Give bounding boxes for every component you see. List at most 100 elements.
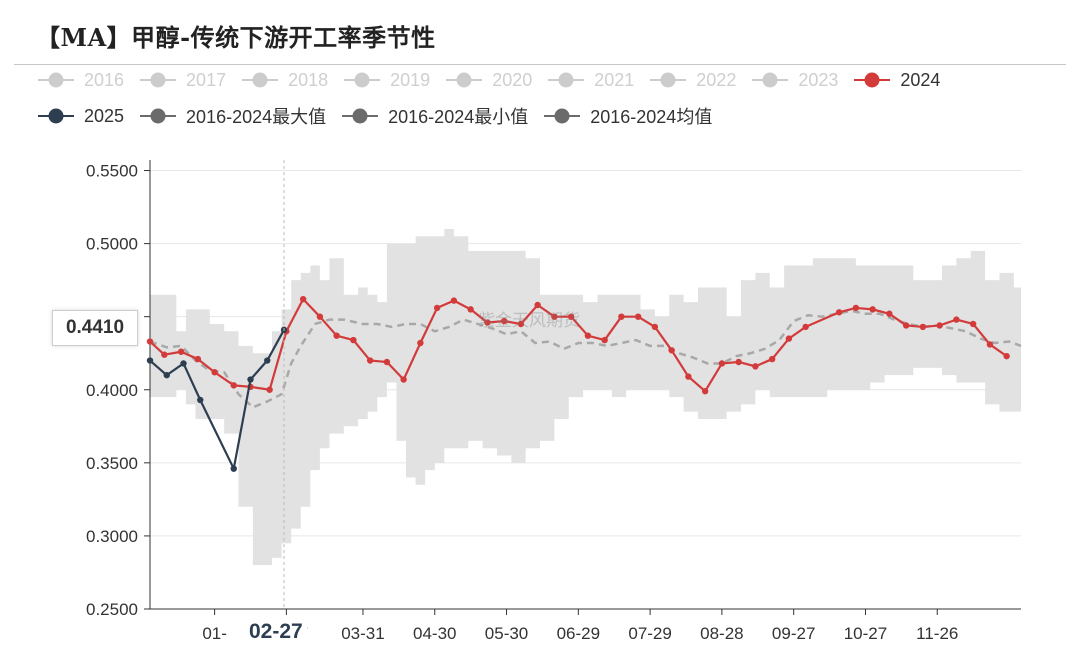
legend-label: 2016 bbox=[84, 69, 125, 90]
data-point-2025 bbox=[247, 376, 254, 383]
data-point-2024 bbox=[902, 322, 910, 329]
data-point-2024 bbox=[601, 336, 608, 344]
x-tick-label: 04-30 bbox=[413, 624, 456, 643]
legend-label: 2022 bbox=[696, 69, 737, 90]
data-point-2024 bbox=[969, 320, 977, 328]
legend-item-2023[interactable]: 2023 bbox=[750, 70, 838, 91]
legend-marker-icon bbox=[854, 72, 891, 88]
x-tick-label: 08-28 bbox=[700, 624, 743, 643]
data-point-2024 bbox=[177, 348, 185, 355]
legend: 2016 2017 2018 2019 2020 2021 2022 2023 2024 202… bbox=[36, 62, 1066, 134]
data-point-2024 bbox=[517, 320, 525, 328]
data-point-2024 bbox=[936, 322, 943, 329]
series-line-2025 bbox=[149, 329, 285, 470]
legend-label: 2018 bbox=[288, 69, 329, 90]
legend-marker-icon bbox=[544, 108, 581, 124]
data-point-2024 bbox=[299, 295, 307, 303]
data-point-2024 bbox=[668, 347, 675, 354]
legend-item-2022[interactable]: 2022 bbox=[648, 70, 736, 91]
y-tick-label: 0.4000 bbox=[86, 381, 138, 400]
y-tick-label: 0.5500 bbox=[86, 162, 138, 181]
legend-marker-icon bbox=[140, 72, 177, 88]
data-point-2024 bbox=[211, 369, 218, 376]
legend-marker-icon bbox=[140, 108, 177, 124]
legend-item-2016-2024均值[interactable]: 2016-2024均值 bbox=[542, 103, 712, 129]
data-point-2024 bbox=[534, 301, 541, 309]
x-tick-label: 03-31 bbox=[341, 624, 384, 643]
series-line-2016-2024均值 bbox=[149, 309, 1022, 409]
legend-item-2018[interactable]: 2018 bbox=[240, 70, 328, 91]
legend-item-2025[interactable]: 2025 bbox=[36, 106, 124, 127]
x-tick-label: 06-29 bbox=[557, 624, 600, 643]
data-point-2024 bbox=[551, 313, 558, 320]
x-tick-label: 09-27 bbox=[772, 624, 815, 643]
data-point-2025 bbox=[230, 465, 237, 472]
legend-label: 2019 bbox=[390, 69, 431, 90]
legend-marker-icon bbox=[650, 72, 687, 88]
data-point-2024 bbox=[651, 323, 659, 331]
legend-item-2024[interactable]: 2024 bbox=[852, 70, 940, 91]
data-point-2024 bbox=[350, 336, 357, 344]
legend-item-2016-2024最小值[interactable]: 2016-2024最小值 bbox=[340, 103, 528, 129]
legend-item-2021[interactable]: 2021 bbox=[546, 70, 634, 91]
legend-label: 2020 bbox=[492, 69, 533, 90]
data-point-2025 bbox=[163, 371, 170, 379]
data-point-2024 bbox=[146, 338, 154, 345]
data-point-2024 bbox=[852, 304, 860, 312]
data-point-2024 bbox=[768, 355, 776, 363]
data-point-2024 bbox=[161, 351, 168, 358]
data-point-2024 bbox=[802, 323, 809, 331]
tooltip-y-value: 0.4410 bbox=[52, 310, 138, 346]
data-point-2024 bbox=[433, 304, 441, 312]
y-tick-label: 0.3000 bbox=[86, 527, 138, 546]
data-point-2024 bbox=[584, 332, 592, 339]
data-point-2024 bbox=[835, 309, 843, 316]
y-tick-label: 0.2500 bbox=[86, 600, 138, 619]
data-point-2025 bbox=[264, 357, 271, 364]
data-point-2024 bbox=[752, 363, 759, 370]
legend-item-2016[interactable]: 2016 bbox=[36, 70, 124, 91]
x-tick-label: 07-29 bbox=[628, 624, 671, 643]
legend-item-2020[interactable]: 2020 bbox=[444, 70, 532, 91]
data-point-2024 bbox=[785, 335, 793, 342]
data-point-2024 bbox=[685, 373, 692, 380]
y-tick-label: 0.3500 bbox=[86, 454, 138, 473]
legend-label: 2017 bbox=[186, 69, 227, 90]
data-point-2024 bbox=[618, 313, 625, 320]
legend-label: 2023 bbox=[798, 69, 839, 90]
legend-item-2019[interactable]: 2019 bbox=[342, 70, 430, 91]
y-tick-label: 0.5000 bbox=[86, 235, 138, 254]
legend-item-2016-2024最大值[interactable]: 2016-2024最大值 bbox=[138, 103, 326, 129]
legend-row-1: 2016 2017 2018 2019 2020 2021 2022 2023 2024 bbox=[36, 62, 1066, 98]
data-point-2025 bbox=[146, 357, 154, 364]
legend-label: 2025 bbox=[84, 105, 125, 126]
chart-title: 【MA】甲醇-传统下游开工率季节性 bbox=[36, 23, 436, 52]
data-point-2024 bbox=[953, 316, 960, 323]
data-point-2024 bbox=[230, 382, 237, 389]
legend-marker-icon bbox=[342, 108, 379, 124]
legend-item-2017[interactable]: 2017 bbox=[138, 70, 226, 91]
legend-label: 2016-2024最大值 bbox=[186, 107, 327, 127]
legend-label: 2016-2024均值 bbox=[590, 107, 713, 127]
legend-marker-icon bbox=[548, 72, 585, 88]
legend-marker-icon bbox=[446, 72, 483, 88]
legend-label: 2016-2024最小值 bbox=[388, 107, 529, 127]
data-point-2024 bbox=[333, 332, 340, 339]
data-point-2024 bbox=[634, 313, 642, 320]
max-min-band bbox=[150, 228, 1021, 566]
legend-marker-icon bbox=[38, 72, 74, 88]
legend-marker-icon bbox=[752, 72, 789, 88]
title-divider bbox=[14, 64, 1066, 65]
tooltip-x-value: 02-27 bbox=[245, 620, 307, 644]
legend-label: 2021 bbox=[594, 69, 635, 90]
legend-label: 2024 bbox=[900, 69, 941, 90]
data-point-2025 bbox=[180, 360, 187, 367]
data-point-2024 bbox=[735, 358, 742, 366]
x-tick-label: 10-27 bbox=[844, 624, 887, 643]
data-point-2024 bbox=[266, 386, 273, 393]
x-tick-label: 11-26 bbox=[916, 624, 958, 643]
data-point-2024 bbox=[500, 317, 508, 325]
x-tick-label: 01- bbox=[202, 624, 227, 643]
data-point-2024 bbox=[366, 357, 374, 364]
data-point-2024 bbox=[701, 388, 709, 395]
